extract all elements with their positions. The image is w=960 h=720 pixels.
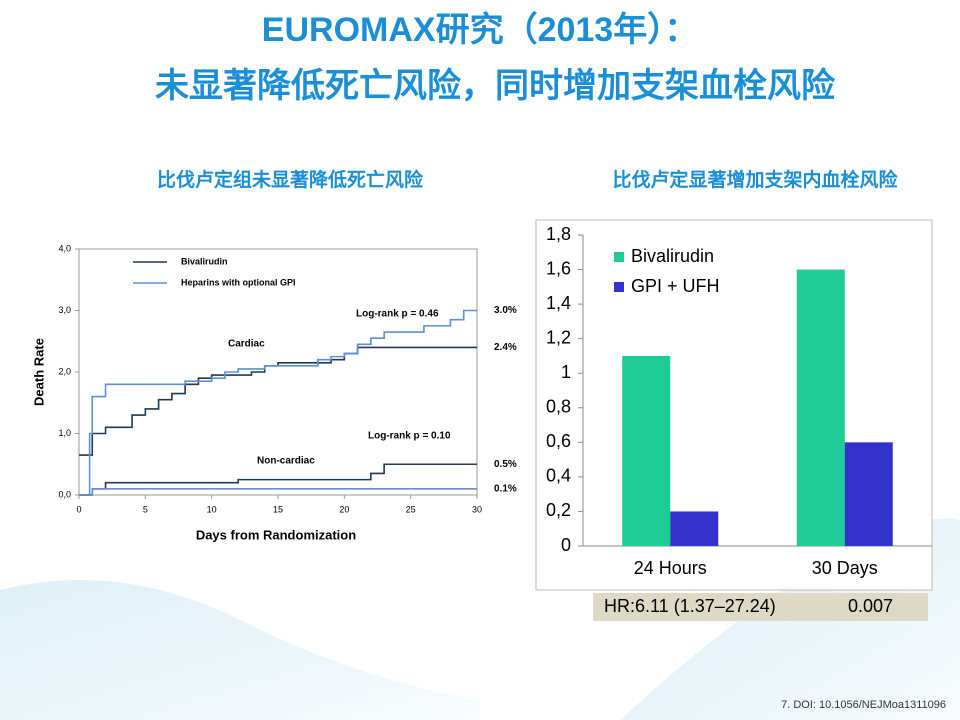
step-line	[79, 309, 477, 496]
y-tick-label: 1,0	[58, 428, 71, 438]
bar	[796, 269, 845, 546]
end-label: 0.1%	[494, 483, 517, 494]
annotation: Non-cardiac	[257, 456, 315, 467]
title: EUROMAX研究（2013年）：	[262, 10, 698, 49]
y-tick-label: 0	[561, 535, 571, 555]
legend-label: Bivalirudin	[181, 256, 228, 266]
table-cell: 0.007	[848, 596, 893, 616]
x-tick-label: 20	[339, 504, 349, 514]
end-label: 0.5%	[494, 459, 517, 470]
y-tick-label: 1,8	[546, 224, 571, 244]
y-tick-label: 1,4	[546, 293, 571, 313]
legend-swatch	[614, 252, 624, 262]
subtitle: 比伐卢定组未显著降低死亡风险	[157, 168, 424, 191]
y-tick-label: 2,0	[58, 366, 71, 376]
x-tick-label: 15	[273, 504, 283, 514]
legend-label: Heparins with optional GPI	[181, 277, 296, 287]
y-tick-label: 1	[561, 362, 571, 382]
legend-label: Bivalirudin	[631, 246, 714, 266]
title: 未显著降低死亡风险，同时增加支架血栓风险	[155, 66, 836, 105]
x-tick-label: 25	[406, 504, 416, 514]
y-tick-label: 0,8	[546, 397, 571, 417]
footer: 7. DOI: 10.1056/NEJMoa1311096	[781, 699, 946, 711]
y-tick-label: 1,6	[546, 258, 571, 278]
y-tick-label: 4,0	[58, 243, 71, 253]
x-tick-label: 30 Days	[812, 558, 878, 578]
y-tick-label: 0,0	[58, 489, 71, 499]
annotation: Log-rank p = 0.10	[368, 431, 451, 442]
end-label: 3.0%	[494, 305, 517, 316]
x-tick-label: 0	[76, 504, 81, 514]
step-line	[79, 488, 477, 496]
bar	[844, 442, 893, 546]
x-axis-label: Days from Randomization	[196, 527, 356, 542]
x-tick-label: 5	[143, 504, 148, 514]
bar	[622, 355, 671, 546]
x-tick-label: 30	[472, 504, 482, 514]
y-tick-label: 3,0	[58, 305, 71, 315]
x-tick-label: 10	[207, 504, 217, 514]
y-axis-label: Death Rate	[31, 338, 46, 406]
x-tick-label: 24 Hours	[634, 558, 707, 578]
y-tick-label: 1,2	[546, 327, 571, 347]
annotation: Cardiac	[228, 339, 265, 350]
y-tick-label: 0,6	[546, 431, 571, 451]
subtitle: 比伐卢定显著增加支架内血栓风险	[612, 168, 898, 191]
end-label: 2.4%	[494, 342, 517, 353]
table-cell: HR:6.11 (1.37–27.24)	[604, 596, 776, 616]
y-tick-label: 0,2	[546, 500, 571, 520]
legend-swatch	[614, 282, 624, 292]
legend-label: GPI + UFH	[631, 276, 720, 296]
y-tick-label: 0,4	[546, 466, 571, 486]
decoration	[0, 580, 480, 720]
table-row	[593, 593, 928, 621]
annotation: Log-rank p = 0.46	[356, 309, 439, 320]
bar	[670, 511, 719, 546]
